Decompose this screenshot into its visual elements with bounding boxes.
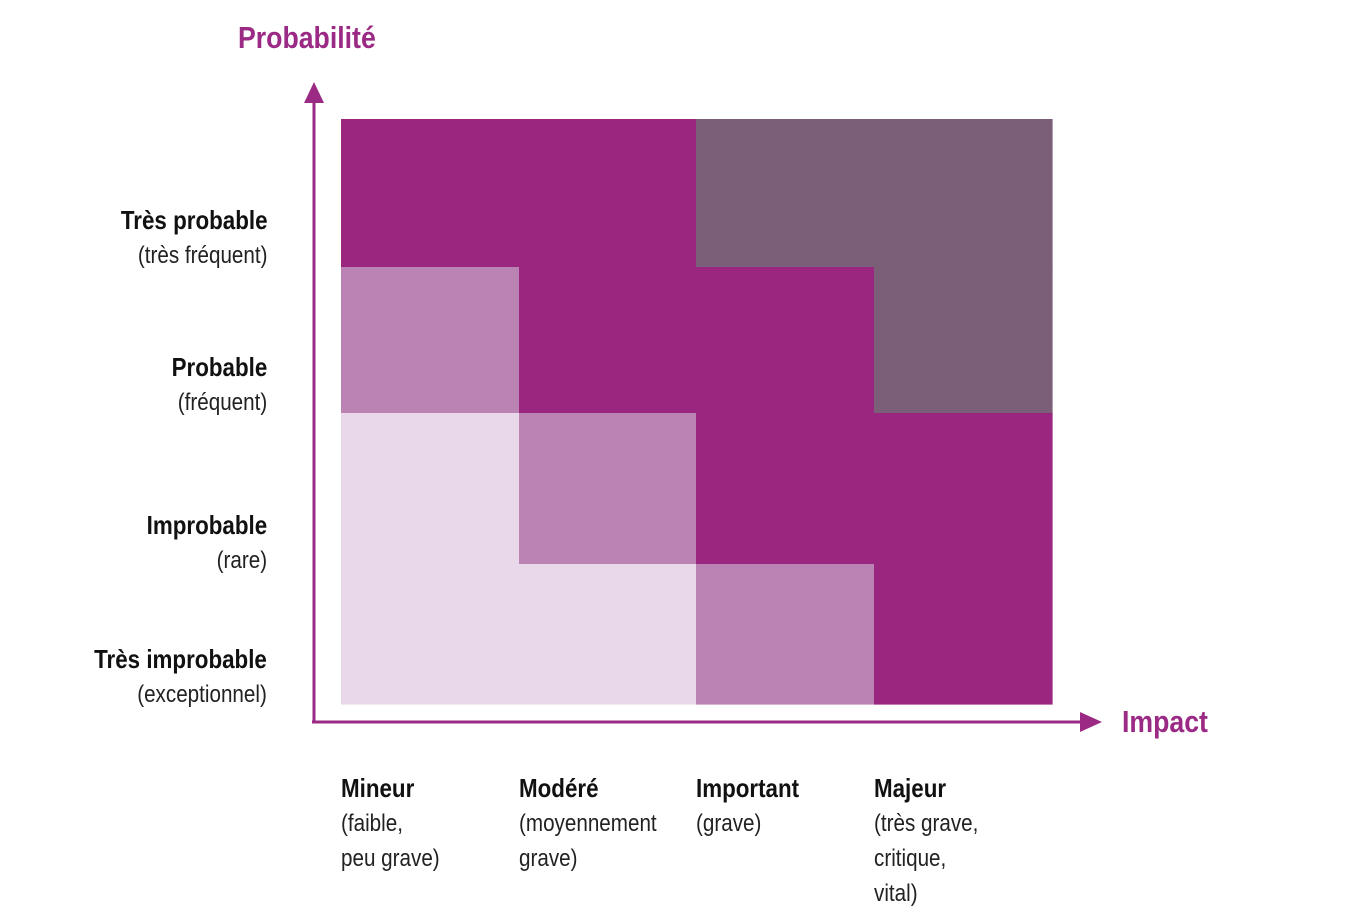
matrix-cell-high: [696, 413, 875, 565]
probability-level-label: Très improbable: [94, 644, 267, 674]
matrix-cell-very-high: [874, 267, 1053, 414]
probability-level-detail: (fréquent): [177, 389, 267, 416]
impact-level-label: Majeur: [874, 773, 947, 803]
matrix-cell-very-high: [874, 119, 1053, 268]
matrix-cell-high: [519, 119, 697, 268]
matrix-cell-low: [696, 564, 875, 705]
probability-level-detail: (rare): [216, 547, 267, 574]
matrix-cell-very-low: [519, 564, 697, 705]
x-axis-title: Impact: [1122, 704, 1208, 739]
matrix-cell-low: [519, 413, 697, 565]
matrix-cell-high: [341, 119, 520, 268]
probability-level-label: Très probable: [120, 205, 267, 235]
impact-level-moderate: Modéré (moyennement grave): [519, 771, 657, 876]
probability-level-label: Improbable: [146, 510, 267, 540]
probability-level-likely: Probable (fréquent): [171, 350, 267, 420]
x-axis-arrowhead: [1080, 712, 1102, 732]
impact-level-label: Modéré: [519, 773, 599, 803]
matrix-cell-high: [874, 413, 1053, 565]
matrix-cell-high: [519, 267, 697, 414]
impact-level-detail: (très grave, critique, vital): [874, 810, 979, 907]
y-axis-arrowhead: [304, 82, 324, 103]
probability-level-detail: (très fréquent): [137, 242, 267, 269]
probability-level-label: Probable: [171, 352, 267, 382]
y-axis-title: Probabilité: [238, 20, 376, 55]
impact-level-major: Majeur (très grave, critique, vital): [874, 771, 978, 911]
matrix-cell-low: [341, 267, 520, 414]
impact-level-significant: Important (grave): [696, 771, 799, 841]
impact-level-detail: (grave): [696, 810, 762, 837]
impact-level-minor: Mineur (faible, peu grave): [341, 771, 440, 876]
impact-level-label: Mineur: [341, 773, 415, 803]
probability-level-very-likely: Très probable (très fréquent): [120, 203, 267, 273]
probability-level-detail: (exceptionnel): [137, 681, 267, 708]
matrix-cell-very-low: [341, 564, 520, 705]
matrix-cells: [341, 119, 1053, 705]
matrix-cell-high: [874, 564, 1053, 705]
impact-level-label: Important: [696, 773, 800, 803]
matrix-cell-high: [696, 267, 875, 414]
probability-level-unlikely: Improbable (rare): [146, 508, 267, 578]
impact-level-detail: (faible, peu grave): [341, 810, 440, 872]
matrix-cell-very-high: [696, 119, 875, 268]
matrix-cell-very-low: [341, 413, 520, 565]
probability-level-very-unlikely: Très improbable (exceptionnel): [94, 642, 267, 712]
impact-level-detail: (moyennement grave): [519, 810, 657, 872]
